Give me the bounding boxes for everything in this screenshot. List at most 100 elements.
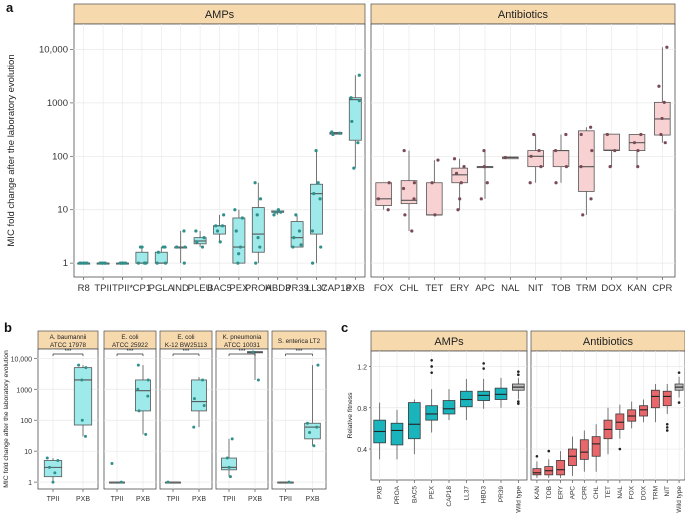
box-a-pex-point [233,208,237,212]
box-b-pxb-point [316,363,320,367]
x-tick-label-b: TPII [279,496,292,503]
box-b-pxb-point [80,378,84,382]
facet-title-b-0: ATCC 17978 [50,342,86,349]
box-c-kan-outlier [535,454,539,458]
box-a-cap18-point [338,131,342,135]
y-tick-label-c: 0.4 [357,447,367,454]
x-tick-label-a: PEX [229,283,249,294]
y-tick-label-a: 10,000 [39,44,68,55]
box-a-trm-box [578,130,595,192]
box-c-wildtype-outlier [677,401,681,404]
x-tick-label-c: CHL [593,486,600,499]
box-a-kan-point [636,165,640,169]
box-a-chl-point [402,148,406,153]
facet-panel-b-1 [103,348,157,490]
box-a-kan-point [636,148,640,153]
box-b-pxb-point [146,394,150,398]
box-c-proa-box [390,422,404,446]
box-a-hbd3-point [274,210,278,214]
box-b-tpii-point [287,480,291,484]
x-tick-label-c: TET [605,486,612,498]
box-a-pr39-point [297,229,302,233]
box-a-proa-point [256,236,260,240]
box-b-tpii-point [230,437,234,441]
box-a-pxb-point [357,99,361,103]
facet-title-c-0: AMPs [434,336,464,348]
box-b-pxb-point [146,378,150,382]
box-b-pxb-point [84,434,88,438]
x-tick-label-a: KAN [627,283,647,294]
box-b-tpii-point [47,465,51,469]
box-a-fox-box [375,182,392,206]
facet-title-b-2: E. coli [177,334,194,341]
x-tick-label-b: PXB [76,496,90,503]
box-a-pxb-box [348,97,362,141]
y-tick-label-a: 1000 [47,98,68,109]
box-a-trm-point [589,125,593,129]
box-a-ll37-box [310,183,323,235]
box-a-tob-point [564,165,569,169]
box-a-tet-box [426,182,443,216]
panel-label-b: b [4,320,12,335]
x-tick-label-b: TPII [111,496,124,503]
box-a-apc-point [482,148,486,153]
x-tick-label-a: PROA [245,283,273,294]
box-a-hbd3-point [276,208,281,212]
box-a-ind-point [182,261,186,265]
x-tick-label-a: FOX [374,283,394,294]
y-tick-label-b: 10 [24,449,32,456]
box-a-pex-point [240,216,244,220]
box-a-nit-point [539,165,543,169]
y-axis-label-a: MIC fold change after the laboratory evo… [6,54,17,246]
box-c-pex-box [425,405,438,421]
box-a-ind-point [175,245,179,249]
box-a-dox-box [603,133,620,151]
box-a-pex-point [237,252,241,256]
box-a-nit-box [527,150,544,168]
box-a-pgla-point [163,261,168,265]
x-tick-label-a: PGLA [149,283,175,294]
box-a-trm-point [579,132,583,137]
box-a-tpii-point [100,261,104,265]
box-a-cp1-box [135,251,149,264]
box-b-pxb-box [191,379,207,412]
box-a-pleu-point [195,240,199,244]
box-a-ind-point [182,229,186,233]
x-tick-label-b: TPII [167,496,180,503]
box-b-pxb-point [144,432,148,436]
x-tick-label-a: CHL [399,283,418,294]
box-b-tpii-point [110,461,114,465]
box-b-pxb-point [308,431,312,435]
y-axis-label-c: Relative fitness [347,392,354,439]
box-b-pxb-point [192,397,196,401]
box-b-pxb-point [315,425,319,429]
x-tick-label-a: PXB [346,283,365,294]
y-tick-label-b: 1000 [16,387,32,394]
x-tick-label-c: CPR [581,486,588,500]
box-a-ery-point [454,171,459,175]
x-tick-label-c: NAL [617,486,624,499]
box-c-dox-box [639,405,648,417]
box-a-dox-point [608,165,612,169]
y-tick-label-a: 1 [63,258,68,269]
x-tick-label-a: DOX [601,283,622,294]
box-b-tpii-point [56,458,60,462]
box-a-pxb-point [356,141,360,145]
box-a-cap18-point [331,132,335,137]
box-a-trm-point [590,148,594,153]
x-tick-label-a: PLEU [188,283,213,294]
box-b-pxb-point [201,378,205,382]
box-c-nal-outlier [618,447,622,451]
box-b-tpii-box [43,460,63,478]
box-a-ery-point [459,181,463,185]
facet-title-c-1: Antibiotics [583,336,634,348]
x-tick-label-a: TPII* [112,283,133,294]
box-b-pxb-point [251,350,255,354]
box-c-wildtype-outlier [517,400,520,403]
box-a-cpr-point [662,100,666,104]
box-b-pxb-point [80,418,84,422]
y-tick-label-c: 1.2 [357,364,367,371]
box-a-proa-point [253,181,257,185]
box-a-tob-point [564,132,568,137]
box-a-apc-point [479,197,483,201]
